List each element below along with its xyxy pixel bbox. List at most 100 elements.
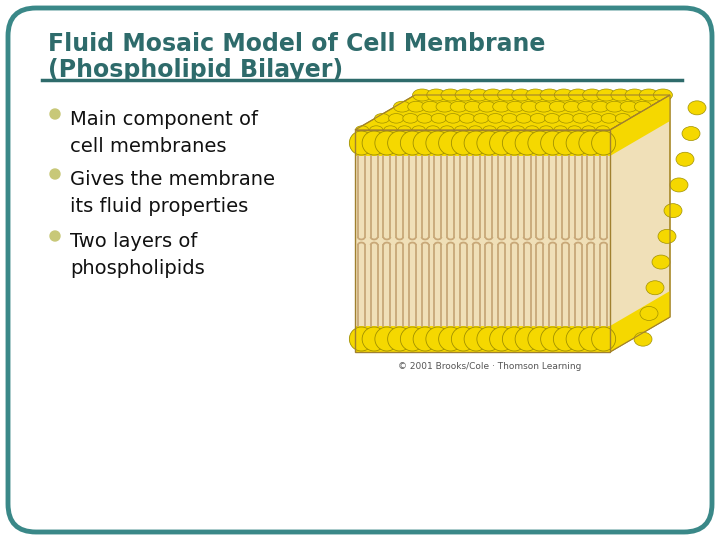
Ellipse shape (417, 113, 432, 123)
Ellipse shape (445, 113, 461, 123)
Circle shape (375, 131, 399, 155)
Polygon shape (610, 95, 670, 156)
Ellipse shape (625, 89, 644, 101)
Ellipse shape (512, 89, 531, 101)
Ellipse shape (554, 89, 573, 101)
Polygon shape (610, 291, 670, 352)
Ellipse shape (652, 255, 670, 269)
Ellipse shape (611, 89, 630, 101)
Text: Gives the membrane
its fluid properties: Gives the membrane its fluid properties (70, 170, 275, 215)
Circle shape (387, 327, 412, 351)
FancyBboxPatch shape (8, 8, 712, 532)
Circle shape (50, 109, 60, 119)
Ellipse shape (658, 230, 676, 244)
Ellipse shape (564, 102, 580, 112)
Text: Fluid Mosaic Model of Cell Membrane: Fluid Mosaic Model of Cell Membrane (48, 32, 545, 56)
Ellipse shape (394, 102, 410, 112)
Circle shape (515, 131, 539, 155)
Ellipse shape (654, 89, 672, 101)
Ellipse shape (408, 102, 425, 112)
Ellipse shape (488, 113, 503, 123)
Ellipse shape (511, 126, 525, 134)
Circle shape (592, 131, 616, 155)
Circle shape (579, 327, 603, 351)
Ellipse shape (398, 126, 411, 134)
Ellipse shape (587, 113, 602, 123)
Circle shape (426, 131, 450, 155)
Circle shape (426, 327, 450, 351)
Ellipse shape (670, 178, 688, 192)
Ellipse shape (646, 281, 664, 295)
Circle shape (503, 327, 526, 351)
Ellipse shape (521, 102, 538, 112)
Text: © 2001 Brooks/Cole · Thomson Learning: © 2001 Brooks/Cole · Thomson Learning (398, 362, 582, 371)
Polygon shape (355, 130, 610, 156)
Circle shape (490, 131, 513, 155)
Ellipse shape (426, 126, 440, 134)
Ellipse shape (531, 113, 546, 123)
Polygon shape (355, 326, 610, 352)
Ellipse shape (573, 113, 588, 123)
Circle shape (528, 327, 552, 351)
Ellipse shape (634, 102, 652, 112)
Polygon shape (355, 156, 610, 326)
Circle shape (554, 131, 577, 155)
Ellipse shape (474, 113, 489, 123)
Ellipse shape (454, 126, 468, 134)
Ellipse shape (601, 113, 616, 123)
Ellipse shape (369, 126, 383, 134)
Circle shape (50, 231, 60, 241)
Ellipse shape (507, 102, 524, 112)
Ellipse shape (640, 306, 658, 320)
Ellipse shape (568, 89, 588, 101)
Circle shape (438, 131, 463, 155)
Circle shape (503, 131, 526, 155)
Ellipse shape (682, 126, 700, 140)
Ellipse shape (502, 113, 517, 123)
Ellipse shape (639, 89, 658, 101)
Circle shape (400, 131, 424, 155)
Circle shape (464, 131, 488, 155)
Ellipse shape (634, 332, 652, 346)
Ellipse shape (688, 101, 706, 115)
Circle shape (400, 327, 424, 351)
Ellipse shape (539, 126, 553, 134)
Circle shape (566, 327, 590, 351)
Ellipse shape (616, 113, 631, 123)
Ellipse shape (498, 89, 516, 101)
Ellipse shape (577, 102, 595, 112)
Circle shape (477, 131, 501, 155)
Circle shape (541, 131, 564, 155)
Circle shape (541, 327, 564, 351)
Ellipse shape (483, 89, 503, 101)
Ellipse shape (582, 89, 602, 101)
Ellipse shape (384, 126, 397, 134)
Text: (Phospholipid Bilayer): (Phospholipid Bilayer) (48, 58, 343, 82)
Ellipse shape (568, 126, 581, 134)
Circle shape (375, 327, 399, 351)
Circle shape (566, 131, 590, 155)
Ellipse shape (413, 89, 431, 101)
Ellipse shape (544, 113, 559, 123)
Ellipse shape (469, 126, 482, 134)
Ellipse shape (676, 152, 694, 166)
Circle shape (490, 327, 513, 351)
Circle shape (413, 327, 437, 351)
Ellipse shape (389, 113, 404, 123)
Ellipse shape (526, 89, 545, 101)
Circle shape (579, 131, 603, 155)
Circle shape (50, 169, 60, 179)
Ellipse shape (535, 102, 552, 112)
Circle shape (387, 131, 412, 155)
Circle shape (349, 327, 374, 351)
Circle shape (349, 131, 374, 155)
Circle shape (515, 327, 539, 351)
Ellipse shape (431, 113, 446, 123)
Ellipse shape (374, 113, 390, 123)
Circle shape (362, 327, 386, 351)
Ellipse shape (582, 126, 595, 134)
Ellipse shape (597, 89, 616, 101)
Polygon shape (610, 95, 670, 352)
Ellipse shape (549, 102, 567, 112)
Ellipse shape (526, 126, 539, 134)
